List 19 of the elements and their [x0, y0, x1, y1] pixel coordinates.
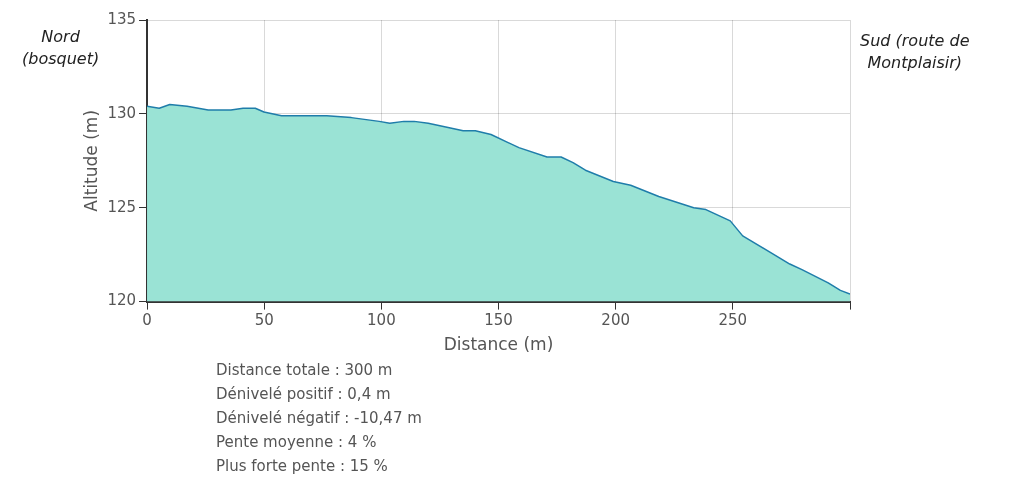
- x-tick-label: 100: [367, 311, 396, 330]
- x-tick-label: 50: [254, 311, 274, 330]
- text: Sud (route de Montplaisir): [860, 30, 970, 74]
- y-tick-label: 125: [107, 197, 137, 216]
- x-tick-label: 250: [718, 311, 748, 330]
- y-tick-label: 130: [107, 103, 137, 122]
- text: Pente moyenne : 4 %: [216, 432, 378, 453]
- text: Distance totale : 300 m: [216, 360, 394, 381]
- y-tick-label: 120: [107, 291, 137, 310]
- text: Nord (bosquet): [22, 26, 100, 70]
- x-axis-title: Distance (m): [443, 334, 554, 355]
- y-tick-label: 135: [107, 9, 137, 28]
- x-tick-label: 200: [601, 311, 630, 330]
- y-axis-title: Altitude (m): [80, 109, 101, 212]
- x-tick-label: 0: [142, 311, 152, 330]
- text: Plus forte pente : 15 %: [216, 456, 389, 477]
- text: Dénivelé négatif : -10,47 m: [216, 408, 422, 429]
- x-tick-label: 150: [484, 311, 513, 330]
- text: Dénivelé positif : 0,4 m: [216, 384, 392, 405]
